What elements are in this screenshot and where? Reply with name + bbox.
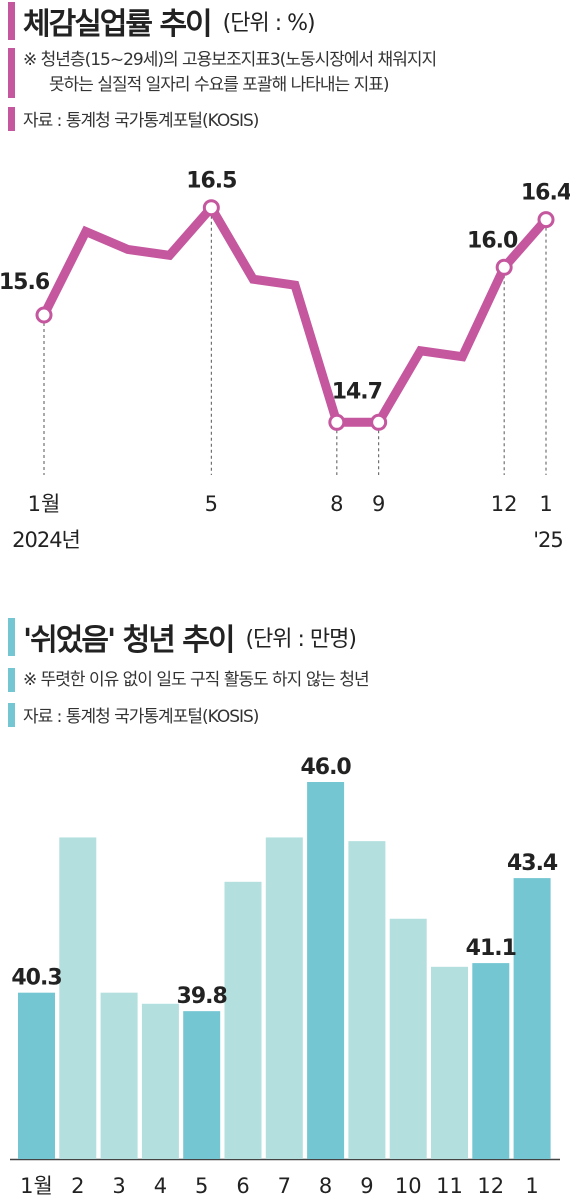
point-marker-4 <box>202 199 220 217</box>
bar-12 <box>513 878 551 1159</box>
data-label-7: 46.0 <box>300 755 351 780</box>
bar-11 <box>472 963 510 1159</box>
bar-8 <box>348 841 386 1159</box>
point-marker-8 <box>370 413 388 431</box>
x-tick-label-2: 3 <box>112 1174 125 1198</box>
x-tick-label-3: 4 <box>154 1174 167 1198</box>
data-label-4: 16.5 <box>186 169 236 194</box>
x-tick-label-5: 6 <box>236 1174 249 1198</box>
point-marker-0 <box>35 306 53 324</box>
x-tick-label-12: 1 <box>525 1174 538 1198</box>
data-label-7: 14.7 <box>332 379 382 404</box>
bar-9 <box>389 918 427 1159</box>
bar-3 <box>141 1003 179 1159</box>
chart1-header: 체감실업률 추이 (단위 : %) <box>8 0 316 42</box>
x-tick-label-0: 1월 <box>20 1174 53 1198</box>
x-tick-label-7: 8 <box>319 1174 332 1198</box>
chart1-source-row: 자료 : 통계청 국가통계포털(KOSIS) <box>8 106 259 131</box>
x-tick-label-6: 7 <box>278 1174 291 1198</box>
data-label-11: 41.1 <box>466 936 516 961</box>
chart2-note-accent <box>8 668 15 692</box>
chart1-note: ※ 청년층(15~29세)의 고용보조지표3(노동시장에서 채워지지 못하는 실… <box>8 48 437 98</box>
x-tick-label-0: 1월 <box>28 492 61 516</box>
x-tick-label-8: 9 <box>372 492 385 516</box>
x-tick-label-9: 10 <box>395 1174 422 1198</box>
year-label-12: '25 <box>533 528 563 552</box>
chart2-source: 자료 : 통계청 국가통계포털(KOSIS) <box>23 707 259 727</box>
series-line <box>39 200 551 427</box>
bar-4 <box>183 1011 221 1159</box>
year-label-0: 2024년 <box>12 528 80 552</box>
chart2-title-accent <box>8 618 15 656</box>
x-tick-label-12: 1 <box>539 492 552 516</box>
point-marker-7 <box>328 413 346 431</box>
chart1-source-accent <box>8 106 15 131</box>
x-tick-label-11: 12 <box>491 492 518 516</box>
data-label-0: 15.6 <box>0 270 50 295</box>
data-label-11: 16.0 <box>467 228 518 253</box>
point-marker-11 <box>495 258 513 276</box>
chart1-title: 체감실업률 추이 <box>23 7 213 42</box>
x-tick-label-10: 11 <box>436 1174 463 1198</box>
chart2-unit: (단위 : 만명) <box>245 627 357 652</box>
point-marker-12 <box>537 211 555 229</box>
x-tick-label-4: 5 <box>195 1174 208 1198</box>
data-label-12: 16.4 <box>521 181 570 206</box>
chart2-source-accent <box>8 702 15 727</box>
bar-1 <box>59 837 97 1159</box>
bar-5 <box>224 881 262 1159</box>
chart2-header: '쉬었음' 청년 추이 (단위 : 만명) <box>8 616 357 658</box>
chart1-note-accent <box>8 48 15 98</box>
bar-6 <box>265 837 303 1159</box>
bar-0 <box>18 992 55 1159</box>
line-chart: 15.6 16.5 14.7 16.016.4 1월 5 8 9 12 1 2024년 '25 <box>0 169 570 552</box>
chart1-note-line1: ※ 청년층(15~29세)의 고용보조지표3(노동시장에서 채워지지 <box>23 50 437 70</box>
bar-2 <box>100 992 138 1159</box>
bar-7 <box>307 782 345 1159</box>
chart2-note-text: ※ 뚜렷한 이유 없이 일도 구직 활동도 하지 않는 청년 <box>23 670 370 690</box>
x-tick-label-11: 12 <box>477 1174 504 1198</box>
bar-10 <box>431 966 468 1159</box>
chart1-source: 자료 : 통계청 국가통계포털(KOSIS) <box>23 111 259 131</box>
data-label-4: 39.8 <box>177 984 227 1009</box>
data-label-12: 43.4 <box>507 851 558 876</box>
x-tick-label-1: 2 <box>71 1174 84 1198</box>
data-label-0: 40.3 <box>11 966 61 991</box>
chart1-title-accent <box>8 2 15 40</box>
chart2-note: ※ 뚜렷한 이유 없이 일도 구직 활동도 하지 않는 청년 <box>8 668 370 693</box>
bar-chart: 1월23456789101112140.339.846.041.143.4202… <box>10 755 560 1198</box>
rested-youth-panel: '쉬었음' 청년 추이 (단위 : 만명) ※ 뚜렷한 이유 없이 일도 구직 … <box>0 606 570 1202</box>
unemployment-panel: 체감실업률 추이 (단위 : %) ※ 청년층(15~29세)의 고용보조지표3… <box>0 0 570 560</box>
x-tick-label-7: 8 <box>330 492 343 516</box>
chart1-unit: (단위 : %) <box>222 11 316 36</box>
chart2-source-row: 자료 : 통계청 국가통계포털(KOSIS) <box>8 702 259 727</box>
x-tick-label-8: 9 <box>360 1174 373 1198</box>
chart1-note-line2: 못하는 실질적 일자리 수요를 포괄해 나타내는 지표) <box>49 75 390 95</box>
x-tick-label-4: 5 <box>205 492 218 516</box>
chart2-title: '쉬었음' 청년 추이 <box>23 623 235 658</box>
